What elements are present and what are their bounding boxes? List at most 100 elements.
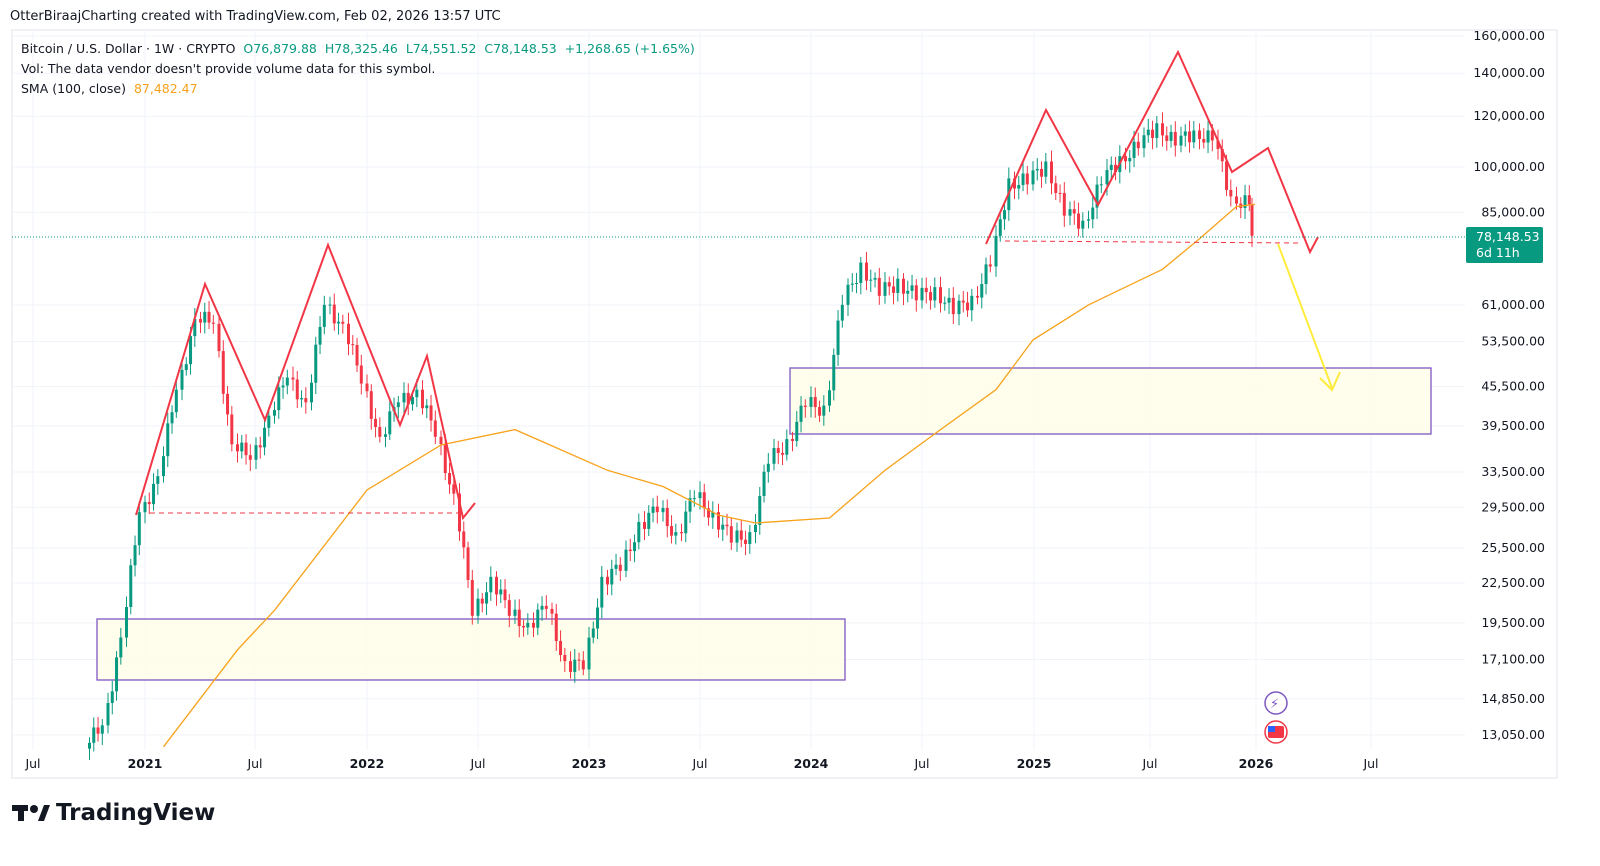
y-tick-label: 53,500.00 xyxy=(1481,333,1545,348)
candle xyxy=(452,484,456,494)
candle xyxy=(661,507,665,513)
candle xyxy=(318,326,322,345)
x-tick-label: 2022 xyxy=(350,756,385,771)
candle xyxy=(295,379,299,400)
y-tick-label: 120,000.00 xyxy=(1473,108,1545,123)
candle xyxy=(310,382,313,403)
candle xyxy=(966,302,970,311)
sma-legend[interactable]: SMA (100, close) 87,482.47 xyxy=(21,81,198,96)
candle xyxy=(267,415,271,428)
candle xyxy=(680,532,683,534)
candle xyxy=(920,287,924,301)
y-tick-label: 25,500.00 xyxy=(1481,540,1545,555)
candle xyxy=(273,410,276,416)
y-tick-label: 13,050.00 xyxy=(1481,727,1545,742)
time-axis[interactable]: Jul 2021 Jul 2022 Jul 2023 Jul 2024 Jul 2025 Jul 20… xyxy=(24,756,1378,771)
candle xyxy=(507,600,511,616)
close-value: C78,148.53 xyxy=(484,41,557,56)
candle xyxy=(88,742,91,749)
last-price-value: 78,148.53 xyxy=(1476,229,1540,244)
candle xyxy=(230,414,234,445)
candle xyxy=(933,287,937,301)
pattern-line-2025[interactable] xyxy=(985,49,1319,255)
candle xyxy=(421,389,424,409)
candle xyxy=(1198,130,1201,139)
candle xyxy=(174,389,178,413)
candle xyxy=(1235,196,1238,204)
candle xyxy=(499,589,503,595)
x-tick-label: 2025 xyxy=(1017,756,1052,771)
candle xyxy=(1206,130,1210,143)
low-value: L74,551.52 xyxy=(405,41,477,56)
bar-countdown: 6d 11h xyxy=(1476,245,1520,260)
candle xyxy=(855,282,859,284)
high-value: H78,325.46 xyxy=(324,41,398,56)
candle xyxy=(425,405,429,409)
candle xyxy=(670,526,674,536)
sma-value: 87,482.47 xyxy=(133,81,198,96)
candle xyxy=(166,423,170,457)
candle xyxy=(285,377,289,386)
candle xyxy=(106,703,110,726)
candle xyxy=(291,377,295,380)
symbol-legend: Bitcoin / U.S. Dollar · 1W · CRYPTO O76,… xyxy=(21,41,695,56)
candle xyxy=(1109,164,1113,170)
candle xyxy=(337,321,341,324)
candle xyxy=(818,407,822,416)
candle xyxy=(406,392,410,405)
candle xyxy=(581,660,585,670)
support-zone-high[interactable] xyxy=(789,367,1432,435)
candle xyxy=(495,576,498,595)
y-tick-label: 45,500.00 xyxy=(1481,379,1545,394)
candle xyxy=(947,297,951,303)
candle xyxy=(961,300,965,303)
candle xyxy=(396,402,400,408)
x-tick-label: 2021 xyxy=(128,756,163,771)
pattern-line-2021[interactable] xyxy=(135,242,476,521)
candle xyxy=(351,344,355,346)
y-tick-label: 61,000.00 xyxy=(1481,297,1545,312)
candle xyxy=(1072,209,1076,214)
support-zone-low[interactable] xyxy=(96,618,846,681)
y-tick-label: 17,100.00 xyxy=(1481,651,1545,666)
chart-frame xyxy=(11,29,1558,779)
x-tick-label: Jul xyxy=(691,756,707,771)
tradingview-logo[interactable]: TradingView xyxy=(12,800,215,826)
y-tick-label: 39,500.00 xyxy=(1481,418,1545,433)
candle xyxy=(559,641,563,656)
candle xyxy=(439,436,443,445)
candle xyxy=(359,365,363,384)
candle xyxy=(137,512,141,546)
symbol-name[interactable]: Bitcoin / U.S. Dollar · 1W · CRYPTO xyxy=(21,41,236,56)
candle xyxy=(156,476,160,484)
candle xyxy=(1114,164,1118,173)
candle xyxy=(994,235,998,267)
candle xyxy=(254,445,258,460)
candle xyxy=(651,506,655,513)
candle xyxy=(476,598,480,616)
candle xyxy=(1035,168,1039,171)
candle xyxy=(1095,184,1099,208)
candle xyxy=(1058,192,1062,194)
projection-arrow[interactable] xyxy=(1277,243,1333,389)
price-axis[interactable]: 160,000.00 140,000.00 120,000.00 100,000.00… xyxy=(1473,28,1545,742)
candle xyxy=(929,292,933,301)
candle xyxy=(480,598,484,604)
candle xyxy=(485,592,489,604)
neckline-2025[interactable] xyxy=(1004,240,1301,244)
candle xyxy=(781,452,785,455)
candle xyxy=(332,304,336,324)
tradingview-logo-text: TradingView xyxy=(56,800,216,826)
event-icons: ⚡ xyxy=(1264,691,1288,744)
candle xyxy=(877,277,881,296)
candle xyxy=(1142,135,1146,149)
lightning-icon[interactable] xyxy=(1264,691,1288,715)
candle xyxy=(766,463,770,472)
candle xyxy=(692,498,696,500)
pattern-drawings xyxy=(135,49,1341,521)
candle xyxy=(702,492,706,509)
candle xyxy=(369,391,373,419)
candle xyxy=(1210,130,1214,141)
candle xyxy=(711,512,715,518)
